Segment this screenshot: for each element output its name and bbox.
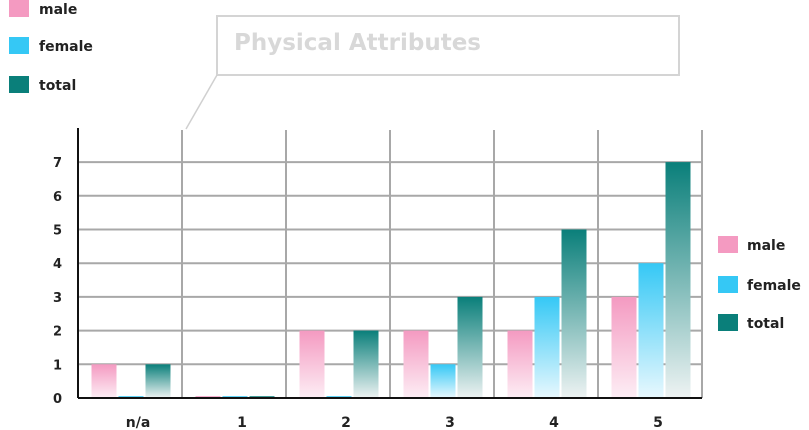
y-tick-label: 5: [53, 224, 62, 239]
title-pointer-line: [185, 74, 218, 130]
x-category-label: 3: [445, 415, 455, 430]
bar-male: [611, 296, 637, 398]
x-category-label: 1: [237, 415, 247, 430]
legend-swatch-female: [9, 37, 29, 54]
legend-swatch-female: [718, 276, 738, 293]
legend-label-total: total: [747, 316, 784, 332]
legend-right: male female total: [718, 236, 801, 332]
legend-label-male: male: [747, 238, 785, 254]
y-tick-label: 0: [53, 392, 62, 407]
legend-label-female: female: [747, 278, 801, 294]
title-box: [216, 15, 680, 76]
legend-label-total: total: [39, 78, 76, 94]
legend-top-left: male female total: [9, 0, 93, 94]
title-callout: Physical Attributes: [185, 15, 680, 130]
bars: [91, 162, 691, 398]
bar-female: [638, 263, 664, 398]
legend-label-female: female: [39, 39, 93, 55]
legend-swatch-total: [9, 76, 29, 93]
x-category-label: 5: [653, 415, 663, 430]
y-tick-label: 3: [53, 291, 62, 306]
x-category-label: 4: [549, 415, 559, 430]
y-tick-label: 1: [53, 358, 62, 373]
bar-total: [145, 364, 171, 398]
labels: 0 1 2 3 4 5 6 7 n/a 1 2 3 4 5: [53, 156, 663, 430]
legend-swatch-total: [718, 314, 738, 331]
bar-male: [299, 330, 325, 398]
y-tick-label: 6: [53, 190, 62, 205]
bar-female: [430, 364, 456, 398]
chart-title: Physical Attributes: [234, 30, 481, 56]
bar-male: [403, 330, 429, 398]
bar-total: [561, 229, 587, 398]
bar-total: [665, 162, 691, 398]
grid: [78, 130, 703, 398]
bar-male: [507, 330, 533, 398]
axes: [77, 128, 702, 399]
x-category-label: n/a: [126, 415, 151, 430]
bar-total: [353, 330, 379, 398]
bar-total: [457, 296, 483, 398]
y-tick-label: 7: [53, 156, 62, 171]
x-category-label: 2: [341, 415, 351, 430]
y-tick-label: 4: [53, 257, 62, 272]
bar-female: [534, 296, 560, 398]
legend-label-male: male: [39, 2, 77, 18]
bar-male: [91, 364, 117, 398]
legend-swatch-male: [718, 236, 738, 253]
legend-swatch-male: [9, 0, 29, 17]
y-tick-label: 2: [53, 325, 62, 340]
